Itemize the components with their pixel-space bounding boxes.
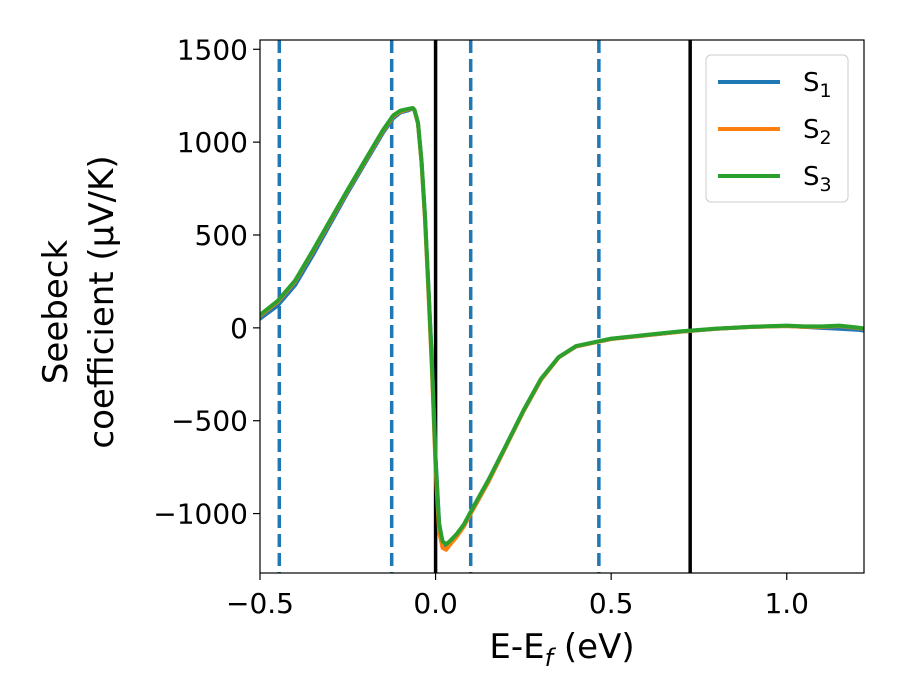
x-tick-label: 1.0 xyxy=(764,587,809,620)
legend-label: S3 xyxy=(803,162,832,196)
y-tick-label: −500 xyxy=(171,405,248,438)
y-axis-title: Seebeck coefficient (μV/K) xyxy=(36,155,122,448)
x-axis-ticks: −0.5 0.0 0.5 1.0 xyxy=(226,573,809,620)
x-tick-label: −0.5 xyxy=(226,587,294,620)
legend-label: S1 xyxy=(803,68,832,102)
y-axis-title-line1: Seebeck xyxy=(36,240,76,385)
x-axis-title: E-Ef (eV) xyxy=(489,627,634,672)
plot-frame xyxy=(259,39,865,574)
y-tick-label: 500 xyxy=(195,219,248,252)
y-axis-ticks: −1000 −500 0 500 1000 1500 xyxy=(153,33,260,531)
y-axis-title-line2: coefficient (μV/K) xyxy=(82,155,122,448)
y-tick-label: 0 xyxy=(230,312,248,345)
y-tick-label: 1000 xyxy=(177,126,248,159)
x-tick-label: 0.0 xyxy=(413,587,458,620)
y-tick-label: −1000 xyxy=(153,498,248,531)
series-lines xyxy=(260,106,864,552)
legend: S1 S2 S3 xyxy=(705,54,849,203)
legend-label: S2 xyxy=(803,115,832,149)
x-axis-title-unit: (eV) xyxy=(553,627,635,667)
x-tick-label: 0.5 xyxy=(589,587,634,620)
x-axis-title-main: E-E xyxy=(489,627,544,667)
reference-lines xyxy=(277,40,692,573)
series-line-s3 xyxy=(260,106,864,547)
y-tick-label: 1500 xyxy=(177,33,248,66)
